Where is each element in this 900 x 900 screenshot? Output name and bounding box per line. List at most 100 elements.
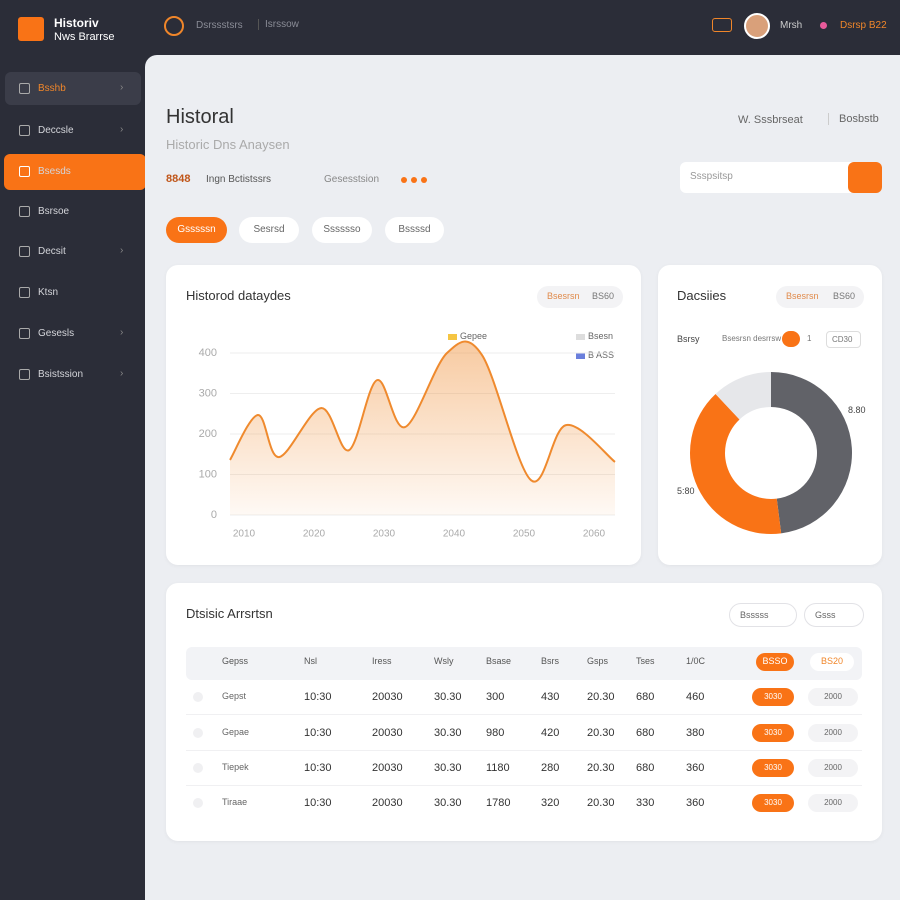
filter-value: BS60 [592, 291, 615, 301]
table-cell: Gepst [222, 691, 247, 701]
row-checkbox[interactable] [193, 692, 203, 702]
card-title: Dtsisic Arrsrtsn [186, 606, 273, 621]
table-cell: 30.30 [434, 797, 462, 809]
y-tick-label: 300 [199, 387, 217, 399]
breadcrumb[interactable]: W. Sssbrseat [738, 114, 803, 126]
table-cell: 20.30 [587, 727, 615, 739]
table-cell: 280 [541, 762, 560, 774]
row-divider [186, 785, 862, 786]
table-cell: 20.30 [587, 797, 615, 809]
sidebar-item[interactable]: Bsistssion [38, 369, 84, 380]
x-tick-label: 2040 [443, 529, 466, 540]
tab[interactable]: Sssssso [312, 217, 372, 243]
logo [18, 17, 44, 41]
page-title: Historal [166, 106, 234, 128]
table-cell: 680 [636, 727, 655, 739]
filter[interactable] [776, 286, 864, 308]
sidebar-item-bg [4, 154, 146, 190]
avatar[interactable] [744, 13, 770, 39]
brand-sub: Nws Brarrse [54, 31, 115, 43]
toggle[interactable] [782, 331, 800, 347]
search-input[interactable]: Ssspsitsp [680, 162, 880, 193]
dropdown[interactable]: Gsss [804, 603, 864, 627]
table-cell: Tiraae [222, 797, 248, 807]
nav-link[interactable]: Isrssow [258, 19, 299, 30]
y-tick-label: 100 [199, 468, 217, 480]
table-header-cell: Iress [372, 656, 392, 666]
filter[interactable] [537, 286, 623, 308]
table-header-cell: 1/0C [686, 656, 706, 666]
tab[interactable]: Bssssd [385, 217, 444, 243]
y-tick-label: 400 [199, 347, 217, 359]
table-cell: 10:30 [304, 691, 332, 703]
sidebar-item[interactable]: Deccsle [38, 125, 74, 136]
tab[interactable]: Sesrsd [239, 217, 299, 243]
table-cell: 1780 [486, 797, 511, 809]
control-value: 1 [807, 334, 812, 343]
y-tick-label: 0 [211, 509, 217, 521]
table-header-cell: Tses [636, 656, 655, 666]
dropdown[interactable]: Bsssss [729, 603, 797, 627]
dot [421, 177, 427, 183]
row-checkbox[interactable] [193, 763, 203, 773]
dot [411, 177, 417, 183]
menu-icon [164, 16, 184, 36]
row-checkbox[interactable] [193, 798, 203, 808]
action-pill[interactable]: 2000 [808, 688, 858, 706]
table-header-cell: Bsase [486, 656, 512, 666]
sidebar-item[interactable]: Bsrsoe [38, 206, 70, 217]
account: Dsrsp B22 [840, 20, 887, 31]
table-cell: 300 [486, 691, 505, 703]
breadcrumb[interactable]: Bosbstb [828, 113, 879, 125]
chevron: › [120, 245, 124, 256]
donut-segment [690, 393, 782, 534]
filter-label: Bsesrsn [547, 291, 580, 301]
nav-link[interactable]: Dsrssstsrs [196, 20, 243, 31]
status-pill[interactable]: 3030 [752, 794, 794, 812]
action-pill[interactable]: 2000 [808, 794, 858, 812]
table-header-cell: BS20 [810, 653, 854, 671]
sidebar-item[interactable]: Decsit [38, 246, 66, 257]
tab[interactable]: Gsssssn [166, 217, 227, 243]
user-name: Mrsh [780, 20, 803, 31]
legend-swatch [448, 334, 457, 340]
table-cell: 10:30 [304, 727, 332, 739]
control-button[interactable]: CD30 [826, 331, 861, 348]
sidebar-item[interactable]: Bsshb [38, 83, 66, 94]
x-tick-label: 2050 [513, 529, 536, 540]
table-cell: 420 [541, 727, 560, 739]
action-pill[interactable]: 2000 [808, 759, 858, 777]
table-cell: 1180 [486, 762, 510, 774]
sidebar-item[interactable]: Bsesds [38, 166, 71, 177]
search-button[interactable] [848, 162, 882, 193]
sidebar-icon [19, 287, 30, 298]
status-pill[interactable]: 3030 [752, 688, 794, 706]
notification-icon[interactable] [712, 18, 732, 32]
table-header-cell: Gsps [587, 656, 609, 666]
table-cell: 680 [636, 762, 655, 774]
legend-swatch [576, 334, 585, 340]
status-pill[interactable]: 3030 [752, 724, 794, 742]
brand: Historiv [54, 16, 99, 30]
table-cell: 460 [686, 691, 705, 703]
row-divider [186, 750, 862, 751]
filter-label: Bsesrsn [786, 291, 819, 301]
sidebar-item[interactable]: Ktsn [38, 287, 59, 298]
chevron: › [120, 368, 124, 379]
table-cell: 30.30 [434, 727, 462, 739]
annotation: 8.80 [848, 405, 866, 415]
table-header-cell: Gepss [222, 656, 249, 666]
page-subtitle: Historic Dns Anaysen [166, 137, 290, 152]
row-checkbox[interactable] [193, 728, 203, 738]
action-pill[interactable]: 2000 [808, 724, 858, 742]
status-pill[interactable]: 3030 [752, 759, 794, 777]
table-cell: 680 [636, 691, 655, 703]
sidebar-item[interactable]: Gesesls [38, 328, 75, 339]
sidebar-icon [19, 166, 30, 177]
legend-swatch [576, 353, 585, 359]
chevron: › [120, 82, 124, 93]
table-header-cell: Nsl [304, 656, 317, 666]
table-header-cell: Wsly [434, 656, 454, 666]
